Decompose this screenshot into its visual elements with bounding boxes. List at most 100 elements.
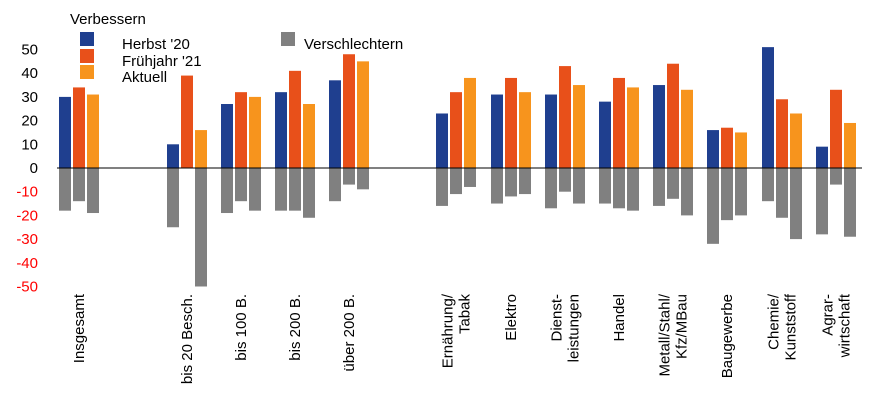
category-label-line: Dienst- (549, 294, 566, 342)
category-label-line: Elektro (503, 294, 520, 341)
category-label-line: wirtschaft (837, 293, 854, 358)
category-label: Agrar-wirtschaft (820, 293, 854, 358)
bar-verbessern-3 (735, 132, 747, 168)
bar-verbessern-2 (505, 77, 517, 168)
bar-verschlechtern (762, 168, 774, 202)
bar-verbessern-3 (249, 96, 261, 168)
bar-verbessern-2 (667, 63, 679, 168)
y-tick-label: -30 (16, 231, 38, 248)
bar-verschlechtern (450, 168, 462, 195)
bar-verschlechtern (87, 168, 99, 214)
category-label: Ernährung/Tabak (440, 293, 474, 368)
bar-verschlechtern (167, 168, 179, 228)
bar-verbessern-2 (830, 89, 842, 168)
bar-verbessern-1 (59, 96, 71, 168)
bar-verschlechtern (519, 168, 531, 195)
legend-group-label: Verbessern (70, 11, 146, 28)
category-label: über 200 B. (341, 294, 358, 372)
bar-verbessern-1 (436, 113, 448, 168)
category-label-line: Insgesamt (71, 293, 88, 363)
bar-verschlechtern (776, 168, 788, 218)
category-label-line: Metall/Stahl/ (657, 293, 674, 376)
category-label: Baugewerbe (719, 294, 736, 378)
category-label: bis 100 B. (233, 294, 250, 361)
bar-verbessern-3 (464, 77, 476, 168)
category-label-line: Ernährung/ (440, 293, 457, 368)
legend-swatch (80, 32, 94, 46)
bar-verschlechtern (559, 168, 571, 192)
bar-verbessern-3 (303, 104, 315, 168)
bar-verbessern-3 (519, 92, 531, 168)
bar-verbessern-1 (599, 101, 611, 168)
category-label-line: Baugewerbe (719, 294, 736, 378)
bar-verbessern-1 (653, 85, 665, 168)
bar-verschlechtern (721, 168, 733, 221)
y-tick-label: 10 (21, 136, 38, 153)
y-tick-label: -20 (16, 207, 38, 224)
bar-verbessern-3 (844, 122, 856, 168)
category-label-line: über 200 B. (341, 294, 358, 372)
bar-verschlechtern (505, 168, 517, 197)
y-axis: 50 40 30 20 10 0 -10 -20 -30 -40 -50 (16, 42, 38, 296)
bar-verbessern-2 (450, 92, 462, 168)
bar-verschlechtern (735, 168, 747, 216)
bar-verschlechtern (436, 168, 448, 206)
bar-verbessern-1 (762, 47, 774, 168)
legend-label: Herbst '20 (122, 36, 190, 53)
bar-verbessern-1 (545, 94, 557, 168)
bar-verbessern-1 (221, 104, 233, 168)
bar-verschlechtern (681, 168, 693, 216)
bar-verschlechtern (599, 168, 611, 204)
bar-verbessern-3 (790, 113, 802, 168)
bar-verschlechtern (73, 168, 85, 202)
bar-verschlechtern (844, 168, 856, 237)
category-labels: Insgesamt bis 20 Besch. bis 100 B. bis 200 … (71, 293, 854, 384)
y-tick-label: 50 (21, 42, 38, 59)
category-label-line: Kfz/MBau (674, 294, 691, 359)
bar-verschlechtern (235, 168, 247, 202)
bar-verbessern-1 (491, 94, 503, 168)
category-label: Dienst-leistungen (549, 294, 583, 362)
bar-verschlechtern (491, 168, 503, 204)
bar-verbessern-2 (776, 99, 788, 168)
bar-verbessern-3 (87, 94, 99, 168)
bar-verbessern-2 (73, 87, 85, 168)
bar-verschlechtern (195, 168, 207, 287)
bar-verschlechtern (613, 168, 625, 209)
bars (59, 47, 856, 287)
y-tick-label: 40 (21, 65, 38, 82)
bar-verschlechtern (707, 168, 719, 244)
bar-verschlechtern (573, 168, 585, 204)
y-tick-label: 20 (21, 113, 38, 130)
bar-verbessern-2 (559, 66, 571, 168)
bar-verschlechtern (289, 168, 301, 211)
bar-verbessern-2 (181, 75, 193, 168)
y-tick-label: 30 (21, 89, 38, 106)
bar-verschlechtern (275, 168, 287, 211)
bar-verbessern-2 (721, 127, 733, 168)
category-label: Chemie/Kunststoff (766, 293, 800, 360)
category-label-line: bis 20 Besch. (179, 294, 196, 384)
category-label-line: Chemie/ (766, 293, 783, 350)
category-label-line: Kunststoff (783, 293, 800, 360)
bar-verbessern-3 (195, 130, 207, 168)
category-label-line: Tabak (457, 294, 474, 335)
category-label-line: bis 100 B. (233, 294, 250, 361)
bar-verschlechtern (816, 168, 828, 235)
legend-label: Aktuell (122, 69, 167, 86)
bar-verschlechtern (329, 168, 341, 202)
category-label-line: Agrar- (820, 294, 837, 336)
bar-verschlechtern (545, 168, 557, 209)
legend-swatch (80, 65, 94, 79)
legend-label: Frühjahr '21 (122, 53, 202, 70)
category-label: bis 200 B. (287, 294, 304, 361)
bar-verbessern-1 (167, 144, 179, 168)
y-tick-label: 0 (30, 160, 38, 177)
bar-verschlechtern (667, 168, 679, 199)
bar-verschlechtern (59, 168, 71, 211)
category-label-line: bis 200 B. (287, 294, 304, 361)
bar-verbessern-2 (613, 77, 625, 168)
bar-verschlechtern (627, 168, 639, 211)
